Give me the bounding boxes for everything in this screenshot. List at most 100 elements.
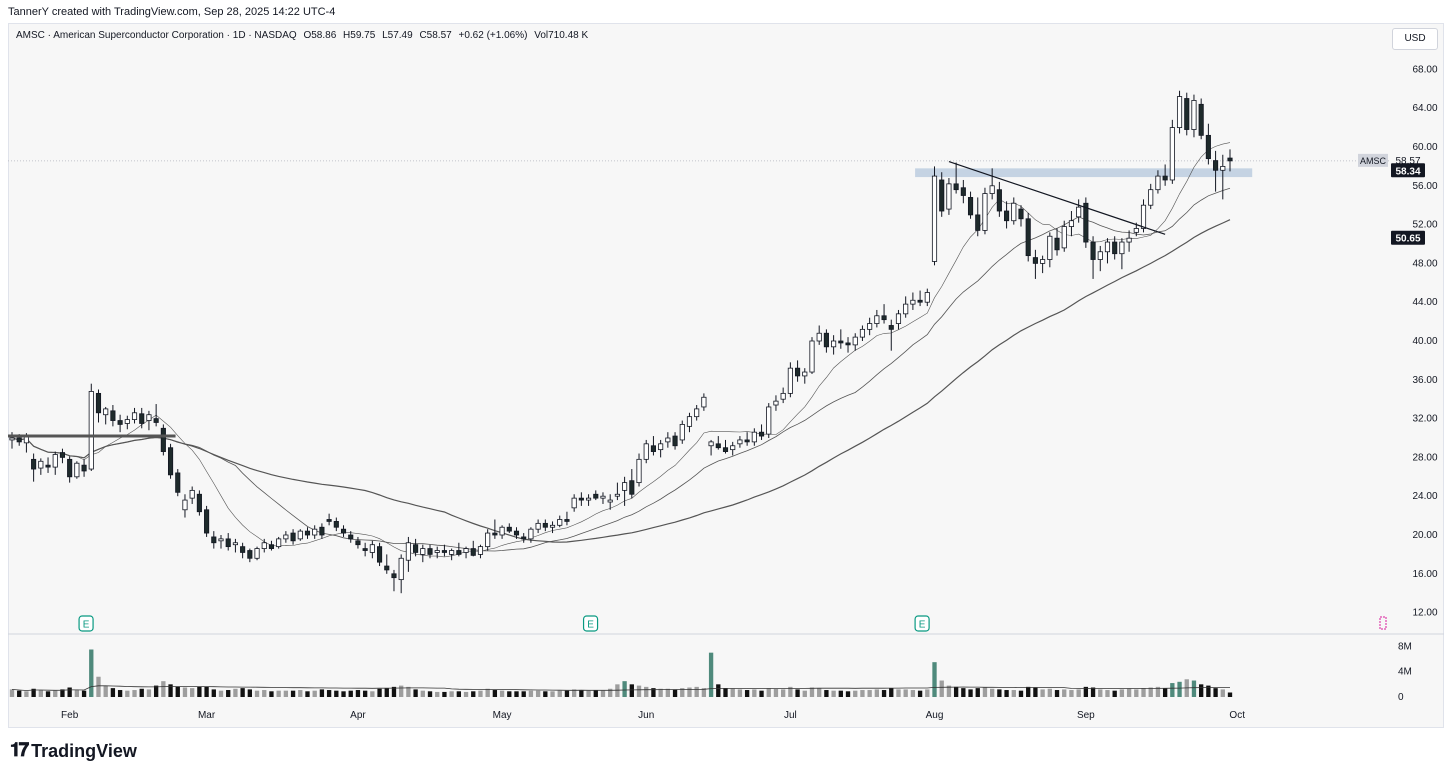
volume-bar	[399, 685, 404, 697]
volume-bar	[391, 686, 397, 697]
candle-body	[1032, 257, 1038, 264]
volume-bar	[543, 691, 548, 697]
candle	[95, 389, 102, 423]
candle	[737, 436, 743, 448]
candle	[881, 304, 887, 324]
volume-bar	[175, 686, 180, 697]
volume-bar	[240, 688, 245, 697]
candle	[1011, 197, 1017, 225]
candle	[773, 395, 779, 411]
volume-bar	[377, 688, 382, 697]
price-label-box	[1391, 163, 1425, 178]
candle	[45, 457, 51, 473]
candle	[456, 542, 462, 557]
candle-body	[1097, 251, 1103, 260]
volume-bar	[1047, 688, 1052, 697]
tradingview-logo[interactable]: 𝟏𝟕 TradingView	[10, 740, 137, 762]
candle-body	[831, 340, 837, 348]
candle-body	[167, 447, 174, 476]
candle	[557, 515, 563, 528]
candle	[81, 459, 87, 477]
candle-body	[297, 530, 303, 540]
symbol-label-box	[1358, 153, 1388, 167]
candle-body	[45, 464, 51, 468]
candle-body	[542, 522, 548, 528]
volume-bar	[427, 691, 433, 697]
volume-bar	[233, 688, 238, 697]
candle-body	[485, 532, 491, 548]
candle	[722, 439, 729, 454]
candle	[1205, 123, 1211, 165]
candle-body	[1140, 204, 1147, 229]
candle	[225, 533, 231, 551]
volume-bar	[1162, 688, 1168, 697]
volume-bar	[190, 688, 195, 697]
time-tick-label: Feb	[61, 710, 79, 721]
candle-body	[81, 464, 87, 472]
volume-bar	[946, 685, 952, 697]
candle-body	[38, 460, 44, 469]
candle-body	[470, 548, 476, 556]
ma-10-line	[11, 142, 1231, 558]
volume-bar	[867, 690, 872, 697]
candle-body	[196, 493, 202, 513]
price-tick-label: 64.00	[1412, 103, 1437, 114]
chart-frame[interactable]	[8, 23, 1444, 728]
candle-body	[348, 534, 354, 540]
candle	[1104, 238, 1111, 264]
price-tick-label: 12.00	[1412, 608, 1437, 619]
candle	[477, 544, 484, 559]
candle	[434, 546, 440, 559]
candle-body	[146, 414, 152, 421]
volume-bar	[1112, 690, 1117, 697]
candle-body	[744, 439, 750, 443]
candle	[823, 329, 829, 353]
volume-bar	[355, 690, 361, 697]
candle	[787, 362, 793, 398]
volume-bar	[968, 689, 973, 697]
candle-body	[996, 189, 1002, 212]
candle-body	[276, 538, 282, 548]
candle-body	[816, 332, 822, 342]
candle-body	[715, 443, 721, 449]
candle-body	[1191, 100, 1197, 130]
trendline	[948, 160, 1166, 235]
candle-body	[838, 340, 844, 344]
volume-bar	[1018, 690, 1024, 697]
volume-bar	[1199, 684, 1204, 697]
price-tick-label: 36.00	[1412, 375, 1437, 386]
volume-bar	[226, 690, 231, 697]
price-tick-label: 52.00	[1412, 220, 1437, 231]
volume-bar	[31, 688, 36, 697]
currency-button[interactable]: USD	[1392, 28, 1438, 50]
volume-bar	[146, 689, 152, 697]
candle	[708, 439, 714, 456]
candle-body	[679, 424, 685, 441]
candle-body	[1004, 210, 1010, 222]
volume-bar	[499, 690, 505, 697]
volume-bar	[81, 690, 87, 697]
volume-bar	[629, 684, 634, 697]
candle	[665, 432, 671, 448]
candle-body	[456, 550, 462, 555]
candle-body	[917, 299, 923, 303]
candle-body	[218, 538, 224, 542]
candle-body	[586, 497, 592, 501]
candle	[463, 546, 469, 559]
candle	[715, 436, 721, 450]
candle-body	[1011, 202, 1017, 222]
candle-body	[31, 458, 37, 470]
candle	[917, 290, 923, 307]
candle	[1025, 212, 1031, 262]
candle	[268, 540, 275, 551]
candle-body	[751, 431, 757, 443]
volume-bar	[1177, 681, 1182, 697]
candle-body	[1083, 202, 1089, 243]
candle-body	[153, 418, 159, 423]
candle-body	[535, 522, 541, 530]
symbol-legend[interactable]: AMSC · American Superconductor Corporati…	[16, 30, 592, 41]
price-tick-label: 32.00	[1412, 414, 1437, 425]
volume-bar	[1040, 689, 1045, 697]
time-tick-label: Aug	[926, 710, 944, 721]
